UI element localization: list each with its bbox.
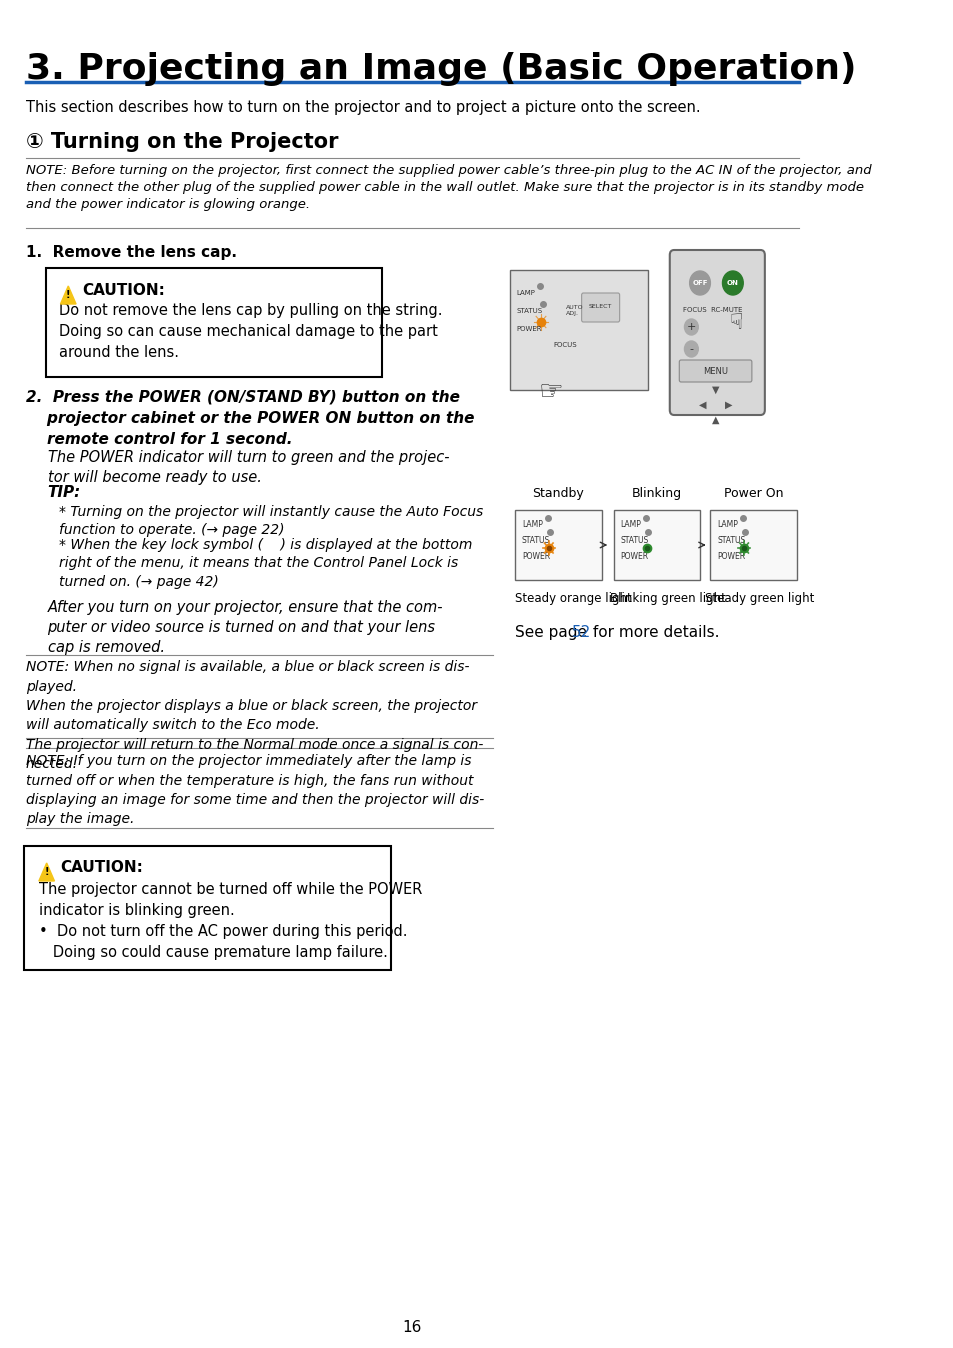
Text: for more details.: for more details. <box>587 625 719 640</box>
Text: Blinking: Blinking <box>631 487 681 500</box>
Text: Do not remove the lens cap by pulling on the string.
Doing so can cause mechanic: Do not remove the lens cap by pulling on… <box>59 303 442 360</box>
Text: FOCUS  RC-MUTE: FOCUS RC-MUTE <box>682 307 741 313</box>
FancyBboxPatch shape <box>669 249 764 415</box>
Text: * Turning on the projector will instantly cause the Auto Focus
function to opera: * Turning on the projector will instantl… <box>59 506 482 538</box>
Text: ☟: ☟ <box>729 313 742 333</box>
Text: See page: See page <box>515 625 591 640</box>
Text: * When the key lock symbol (    ) is displayed at the bottom
right of the menu, : * When the key lock symbol ( ) is displa… <box>59 538 472 589</box>
Text: LAMP: LAMP <box>619 520 640 528</box>
Text: NOTE: Before turning on the projector, first connect the supplied power cable’s : NOTE: Before turning on the projector, f… <box>26 164 871 212</box>
Text: Steady orange light: Steady orange light <box>515 592 631 605</box>
Text: !: ! <box>45 867 49 878</box>
Text: ① Turning on the Projector: ① Turning on the Projector <box>26 132 338 152</box>
Bar <box>509 270 647 390</box>
Text: LAMP: LAMP <box>517 290 536 297</box>
Text: The POWER indicator will turn to green and the projec-
tor will become ready to : The POWER indicator will turn to green a… <box>48 450 449 485</box>
Text: LAMP: LAMP <box>717 520 738 528</box>
Text: STATUS: STATUS <box>717 537 745 545</box>
Circle shape <box>721 271 742 295</box>
Circle shape <box>689 271 710 295</box>
Text: OFF: OFF <box>692 280 707 286</box>
Text: POWER: POWER <box>717 551 744 561</box>
Bar <box>710 510 796 580</box>
Text: STATUS: STATUS <box>619 537 648 545</box>
Text: AUTO
ADJ.: AUTO ADJ. <box>565 305 583 315</box>
Text: FOCUS: FOCUS <box>553 342 577 348</box>
Text: -: - <box>689 344 693 355</box>
Text: After you turn on your projector, ensure that the com-
puter or video source is : After you turn on your projector, ensure… <box>48 600 442 655</box>
Text: +: + <box>686 322 696 332</box>
Circle shape <box>683 341 698 357</box>
Text: STATUS: STATUS <box>517 307 542 314</box>
Text: POWER: POWER <box>521 551 550 561</box>
Text: !: ! <box>66 290 71 301</box>
Bar <box>515 510 601 580</box>
FancyBboxPatch shape <box>24 847 390 971</box>
Text: NOTE: When no signal is available, a blue or black screen is dis-
played.
When t: NOTE: When no signal is available, a blu… <box>26 661 483 771</box>
Text: ON: ON <box>726 280 738 286</box>
Text: ▶: ▶ <box>724 400 732 410</box>
FancyBboxPatch shape <box>46 268 381 377</box>
Text: POWER: POWER <box>619 551 648 561</box>
FancyBboxPatch shape <box>581 293 619 322</box>
FancyBboxPatch shape <box>679 360 751 381</box>
Text: 3. Projecting an Image (Basic Operation): 3. Projecting an Image (Basic Operation) <box>26 53 856 86</box>
Text: STATUS: STATUS <box>521 537 550 545</box>
Bar <box>613 510 700 580</box>
Text: ▼: ▼ <box>711 386 719 395</box>
Text: ◀: ◀ <box>699 400 705 410</box>
Text: This section describes how to turn on the projector and to project a picture ont: This section describes how to turn on th… <box>26 100 700 115</box>
Text: Steady green light: Steady green light <box>704 592 814 605</box>
Text: Power On: Power On <box>723 487 782 500</box>
Text: MENU: MENU <box>702 367 727 376</box>
Text: 2.  Press the POWER (ON/STAND BY) button on the
    projector cabinet or the POW: 2. Press the POWER (ON/STAND BY) button … <box>26 390 474 448</box>
Text: 52: 52 <box>572 625 591 640</box>
Text: ☞: ☞ <box>538 377 563 406</box>
Text: SELECT: SELECT <box>588 305 612 310</box>
Text: TIP:: TIP: <box>48 485 81 500</box>
Text: 16: 16 <box>402 1320 421 1335</box>
Text: NOTE: If you turn on the projector immediately after the lamp is
turned off or w: NOTE: If you turn on the projector immed… <box>26 754 484 826</box>
Text: CAUTION:: CAUTION: <box>60 860 143 875</box>
Text: The projector cannot be turned off while the POWER
indicator is blinking green.
: The projector cannot be turned off while… <box>39 882 422 960</box>
Text: LAMP: LAMP <box>521 520 542 528</box>
Circle shape <box>683 319 698 336</box>
Text: 1.  Remove the lens cap.: 1. Remove the lens cap. <box>26 245 236 260</box>
Text: POWER: POWER <box>517 326 541 332</box>
Text: ▲: ▲ <box>711 415 719 425</box>
Text: Standby: Standby <box>532 487 583 500</box>
Polygon shape <box>39 863 54 882</box>
Text: CAUTION:: CAUTION: <box>82 283 165 298</box>
Text: Blinking green light: Blinking green light <box>610 592 725 605</box>
Polygon shape <box>60 286 76 305</box>
